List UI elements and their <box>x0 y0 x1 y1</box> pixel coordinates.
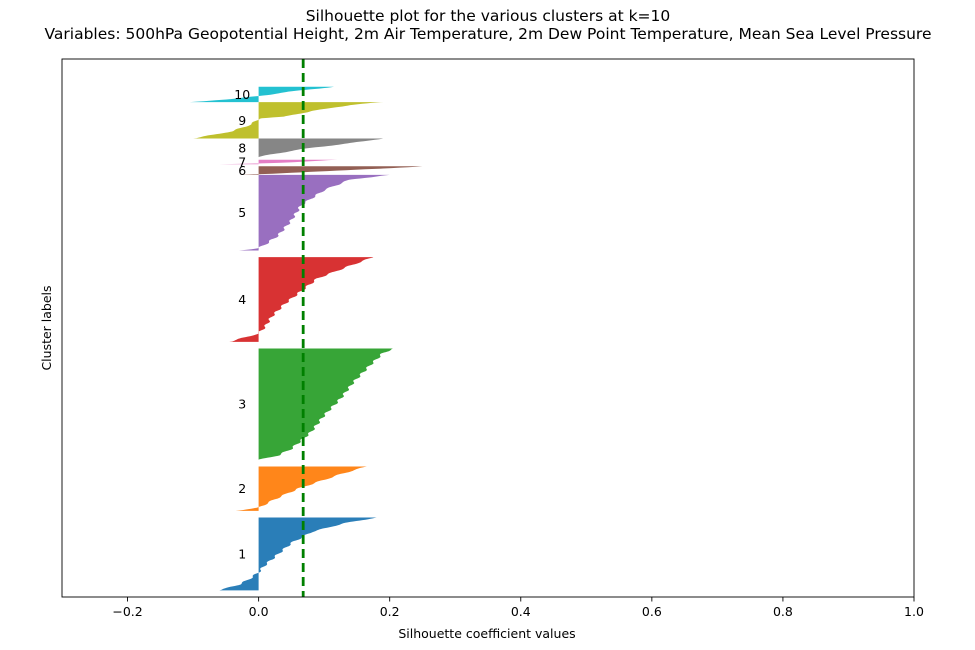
cluster-label-8: 8 <box>238 140 246 155</box>
x-tick-label: 0.8 <box>773 604 793 619</box>
cluster-label-7: 7 <box>238 155 246 170</box>
cluster-label-5: 5 <box>238 205 246 220</box>
cluster-fills <box>189 86 423 591</box>
cluster-labels: 1 2 3 4 5 678 9 10 <box>234 87 250 562</box>
x-tick-label: 0.2 <box>380 604 400 619</box>
cluster-label-4: 4 <box>238 292 246 307</box>
cluster-7-silhouette <box>219 159 338 165</box>
x-axis-label: Silhouette coefficient values <box>398 626 575 641</box>
cluster-label-10: 10 <box>234 87 250 102</box>
y-axis-label: Cluster labels <box>39 285 54 370</box>
cluster-4-silhouette <box>229 257 374 342</box>
x-tick-label: 1.0 <box>904 604 924 619</box>
cluster-label-3: 3 <box>238 397 246 412</box>
cluster-9-silhouette <box>193 102 384 139</box>
cluster-2-silhouette <box>235 466 367 511</box>
cluster-3-silhouette <box>258 348 393 460</box>
cluster-10-silhouette <box>189 86 334 103</box>
cluster-5-silhouette <box>239 174 390 251</box>
cluster-label-1: 1 <box>238 546 246 561</box>
chart-subtitle: Variables: 500hPa Geopotential Height, 2… <box>45 25 932 43</box>
cluster-6-silhouette <box>239 166 423 175</box>
chart-title: Silhouette plot for the various clusters… <box>306 7 671 25</box>
plot-frame <box>61 58 915 598</box>
x-axis-ticks: −0.2 0.0 0.2 0.4 0.6 0.8 1.0 <box>112 597 924 619</box>
cluster-label-2: 2 <box>238 481 246 496</box>
x-tick-label: −0.2 <box>112 604 142 619</box>
x-tick-label: 0.0 <box>249 604 269 619</box>
cluster-label-6: 6 <box>238 163 246 178</box>
x-tick-label: 0.6 <box>642 604 662 619</box>
cluster-8-silhouette <box>258 138 384 158</box>
cluster-label-9: 9 <box>238 113 246 128</box>
x-tick-label: 0.4 <box>511 604 531 619</box>
cluster-1-silhouette <box>219 517 377 591</box>
